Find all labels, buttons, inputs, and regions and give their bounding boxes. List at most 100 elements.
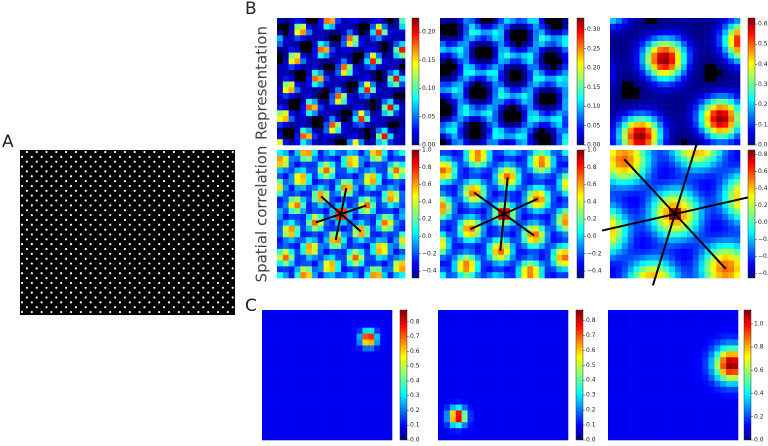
heatmap-cell xyxy=(306,24,312,30)
heatmap-cell xyxy=(669,110,675,116)
heatmap-cell xyxy=(280,422,286,428)
heatmap-cell xyxy=(722,70,728,76)
heatmap-cell xyxy=(516,150,522,156)
heatmap-cell xyxy=(329,167,335,173)
lattice-hole xyxy=(158,282,160,284)
lattice-hole xyxy=(148,233,150,235)
heatmap-cell xyxy=(693,173,699,179)
heatmap-cell xyxy=(634,255,640,261)
heatmap-cell xyxy=(303,428,309,434)
lattice-hole xyxy=(85,161,87,163)
heatmap-cell xyxy=(562,375,568,381)
heatmap-cell xyxy=(550,369,556,375)
heatmap-cell xyxy=(533,405,539,411)
heatmap-cell xyxy=(610,179,616,185)
heatmap-cell xyxy=(463,243,469,249)
lattice-hole xyxy=(104,267,106,269)
heatmap-cell xyxy=(628,53,634,59)
heatmap-cell xyxy=(651,116,657,122)
heatmap-cell xyxy=(292,369,298,375)
heatmap-cell xyxy=(509,422,515,428)
lattice-hole xyxy=(153,296,155,298)
heatmap-cell xyxy=(312,93,318,99)
heatmap-cell xyxy=(562,139,568,145)
heatmap-cell xyxy=(463,179,469,185)
heatmap-cell xyxy=(382,64,388,70)
heatmap-cell xyxy=(616,255,622,261)
heatmap-cell xyxy=(318,70,324,76)
heatmap-cell xyxy=(274,416,280,422)
lattice-hole xyxy=(119,214,121,216)
heatmap-cell xyxy=(728,202,734,208)
heatmap-cell xyxy=(722,214,728,220)
heatmap-cell xyxy=(321,375,327,381)
heatmap-cell xyxy=(608,322,614,328)
heatmap-cell xyxy=(382,139,388,145)
heatmap-cell xyxy=(362,363,368,369)
heatmap-cell xyxy=(610,24,616,30)
heatmap-cell xyxy=(498,197,504,203)
heatmap-cell xyxy=(300,47,306,53)
heatmap-cell xyxy=(374,416,380,422)
heatmap-cell xyxy=(345,381,351,387)
heatmap-cell xyxy=(699,116,705,122)
heatmap-cell xyxy=(556,428,562,434)
heatmap-cell xyxy=(551,162,557,168)
heatmap-cell xyxy=(675,105,681,111)
heatmap-cell xyxy=(628,64,634,70)
heatmap-cell xyxy=(485,405,491,411)
heatmap-cell xyxy=(368,351,374,357)
heatmap-cell xyxy=(341,226,347,232)
heatmap-cell xyxy=(440,220,446,226)
heatmap-cell xyxy=(457,150,463,156)
lattice-hole xyxy=(173,199,175,201)
heatmap-cell xyxy=(324,208,330,214)
lattice-hole xyxy=(45,258,47,260)
lattice-hole xyxy=(188,195,190,197)
heatmap-cell xyxy=(521,357,527,363)
heatmap-cell xyxy=(382,272,388,278)
heatmap-cell xyxy=(655,310,661,316)
heatmap-cell xyxy=(608,351,614,357)
heatmap-cell xyxy=(521,381,527,387)
heatmap-cell xyxy=(345,387,351,393)
heatmap-cell xyxy=(616,208,622,214)
heatmap-cell xyxy=(663,110,669,116)
heatmap-cell xyxy=(309,428,315,434)
heatmap-cell xyxy=(620,310,626,316)
heatmap-cell xyxy=(289,185,295,191)
heatmap-cell xyxy=(399,133,405,139)
heatmap-cell xyxy=(716,82,722,88)
heatmap-cell xyxy=(362,357,368,363)
heatmap-cell xyxy=(333,422,339,428)
heatmap-cell xyxy=(283,272,289,278)
heatmap-cell xyxy=(608,345,614,351)
colorbar-tick-label: 0.05 xyxy=(422,113,436,120)
lattice-hole xyxy=(31,185,33,187)
heatmap-cell xyxy=(481,226,487,232)
heatmap-cell xyxy=(498,191,504,197)
heatmap-cell xyxy=(634,24,640,30)
lattice-hole xyxy=(90,224,92,226)
heatmap-cell xyxy=(368,316,374,322)
heatmap-cell xyxy=(693,179,699,185)
heatmap-cell xyxy=(289,214,295,220)
lattice-bg xyxy=(20,150,235,315)
heatmap-cell xyxy=(309,399,315,405)
heatmap-cell xyxy=(487,226,493,232)
heatmap-cell xyxy=(687,272,693,278)
heatmap-cell xyxy=(645,99,651,105)
heatmap-cell xyxy=(556,387,562,393)
heatmap-cell xyxy=(632,357,638,363)
heatmap-cell xyxy=(479,428,485,434)
heatmap-cell xyxy=(681,41,687,47)
lattice-hole xyxy=(94,180,96,182)
heatmap-cell xyxy=(699,24,705,30)
heatmap-cell xyxy=(714,340,720,346)
heatmap-cell xyxy=(679,310,685,316)
heatmap-cell xyxy=(289,133,295,139)
heatmap-cell xyxy=(661,351,667,357)
heatmap-cell xyxy=(283,150,289,156)
heatmap-cell xyxy=(716,231,722,237)
heatmap-cell xyxy=(456,416,462,422)
